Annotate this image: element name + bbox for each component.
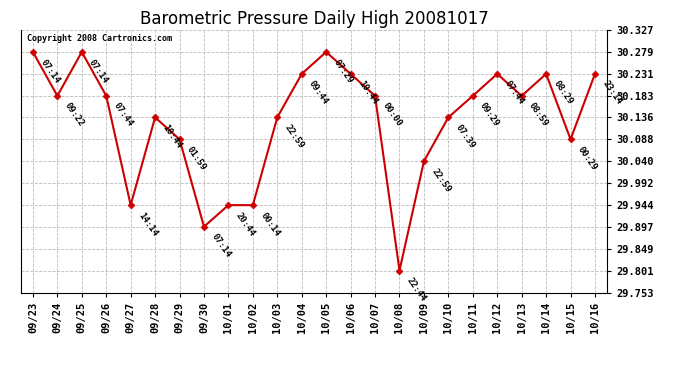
Text: 09:29: 09:29 [478, 101, 501, 129]
Text: 07:14: 07:14 [210, 232, 233, 260]
Text: 22:44: 22:44 [405, 276, 428, 303]
Text: 10:44: 10:44 [356, 80, 379, 106]
Text: 23:14: 23:14 [600, 80, 623, 106]
Text: Copyright 2008 Cartronics.com: Copyright 2008 Cartronics.com [26, 34, 172, 43]
Text: 09:22: 09:22 [63, 101, 86, 129]
Text: 07:44: 07:44 [112, 101, 135, 129]
Text: 14:14: 14:14 [136, 211, 159, 238]
Text: 20:44: 20:44 [234, 211, 257, 238]
Text: 07:44: 07:44 [503, 80, 526, 106]
Text: 01:59: 01:59 [185, 145, 208, 172]
Text: 08:29: 08:29 [552, 80, 575, 106]
Text: 07:14: 07:14 [88, 57, 110, 85]
Text: 22:59: 22:59 [429, 167, 452, 194]
Text: 00:00: 00:00 [381, 101, 404, 129]
Text: 00:14: 00:14 [259, 211, 282, 238]
Title: Barometric Pressure Daily High 20081017: Barometric Pressure Daily High 20081017 [139, 10, 489, 28]
Text: 07:14: 07:14 [39, 57, 61, 85]
Text: 07:29: 07:29 [332, 57, 355, 85]
Text: 07:39: 07:39 [454, 123, 477, 150]
Text: 09:44: 09:44 [307, 80, 330, 106]
Text: 10:44: 10:44 [161, 123, 184, 150]
Text: 22:59: 22:59 [283, 123, 306, 150]
Text: 00:29: 00:29 [576, 145, 599, 172]
Text: 08:59: 08:59 [527, 101, 550, 129]
